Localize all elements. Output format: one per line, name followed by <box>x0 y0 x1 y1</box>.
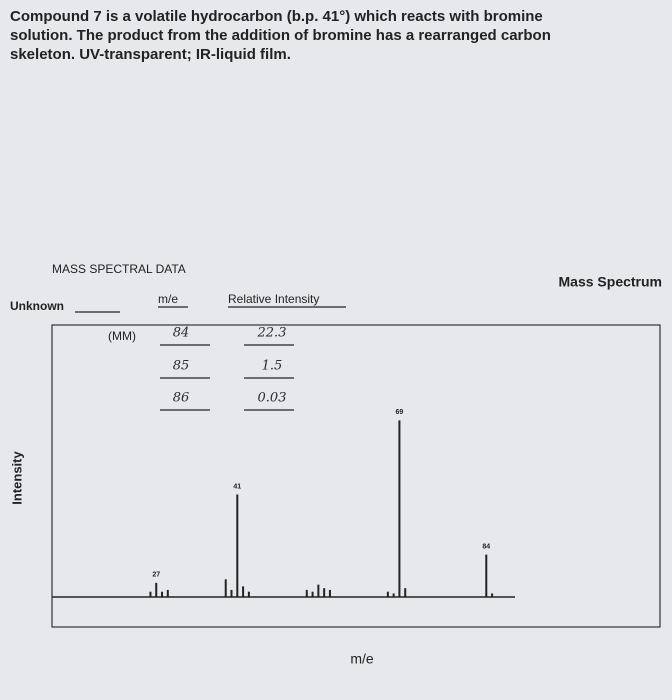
unknown-label: Unknown <box>10 299 64 313</box>
peak-label: 41 <box>233 483 241 490</box>
table-cell: 86 <box>173 391 190 406</box>
table-cell: 84 <box>173 326 190 341</box>
table-cell: 22.3 <box>257 326 287 341</box>
table-title: MASS SPECTRAL DATA <box>52 262 186 276</box>
intro-line: skeleton. UV-transparent; IR-liquid film… <box>10 46 291 63</box>
row-label: (MM) <box>108 329 136 343</box>
plot-frame <box>51 324 661 628</box>
table-cell: 1.5 <box>262 359 283 374</box>
peak-label: 27 <box>152 572 160 579</box>
peak-label: 69 <box>396 409 404 416</box>
peak-label: 84 <box>482 543 490 550</box>
column-header: m/e <box>158 292 178 306</box>
x-axis-label: m/e <box>350 651 374 667</box>
intro-line: solution. The product from the addition … <box>10 27 551 44</box>
intro-line: Compound 7 is a volatile hydrocarbon (b.… <box>10 8 543 25</box>
y-axis-label: Intensity <box>9 451 24 505</box>
chart-title: Mass Spectrum <box>559 274 662 290</box>
table-cell: 0.03 <box>258 391 287 406</box>
table-cell: 85 <box>173 359 190 374</box>
column-header: Relative Intensity <box>228 292 319 306</box>
